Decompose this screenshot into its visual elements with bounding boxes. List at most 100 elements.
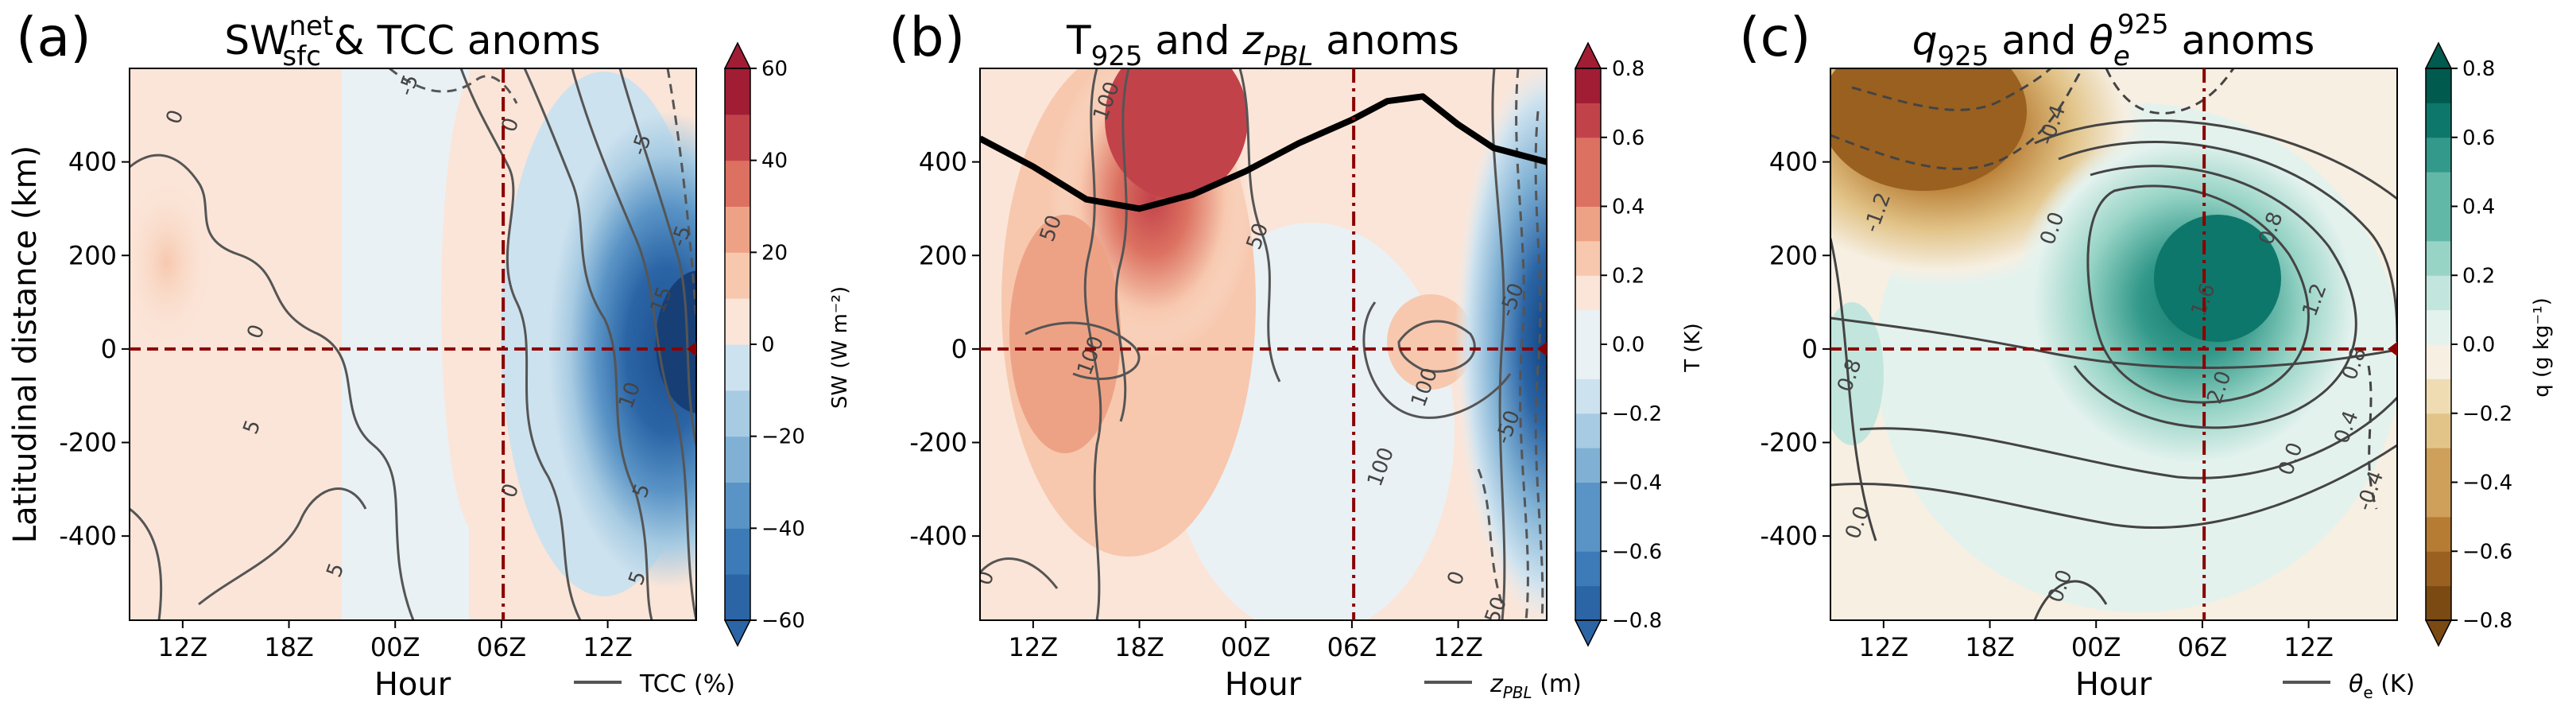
- panel-a-contour: [389, 68, 518, 104]
- colorbar-segment: [725, 574, 750, 621]
- panel-a-title-sub: sfc: [282, 41, 320, 72]
- x-tick-label: 00Z: [2071, 632, 2121, 662]
- colorbar-segment: [2426, 103, 2451, 138]
- panel-b-contour: [980, 557, 1059, 589]
- panel-c-colorbar-label: q (g kg⁻¹): [2530, 297, 2554, 398]
- colorbar-tick-label: −0.4: [2462, 472, 2512, 495]
- colorbar-tick-label: −0.2: [1612, 402, 1662, 426]
- panel-b-legend: zPBL (m): [1424, 670, 1582, 702]
- colorbar-tick-label: 0.4: [2462, 196, 2495, 219]
- panel-b-legend-label: zPBL (m): [1489, 670, 1582, 702]
- colorbar-segment: [725, 298, 750, 345]
- panel-c-contour: [2033, 580, 2108, 620]
- colorbar-segment: [1575, 516, 1601, 552]
- colorbar-extend-min: [1574, 619, 1602, 647]
- colorbar-segment: [1575, 137, 1601, 173]
- panel-b-contour: [1362, 301, 1512, 419]
- panel-a-contour: [459, 68, 582, 620]
- colorbar-segment: [725, 206, 750, 253]
- colorbar-tick-label: −0.6: [1612, 540, 1662, 564]
- panel-c-legend-label: θe (K): [2349, 670, 2415, 702]
- panel-c-colorbar: 0.8 0.6 0.4 0.2 0.0 −0.2 −0.4 −0.6 −0.8: [2424, 41, 2512, 647]
- colorbar-segment: [2426, 378, 2451, 414]
- panel-b-contours: [980, 68, 1512, 620]
- colorbar-segment: [2426, 68, 2451, 103]
- panel-a-negative-contours: [389, 68, 696, 319]
- colorbar-tick-label: −40: [761, 517, 805, 541]
- panel-b-title-main: T: [1066, 17, 1091, 64]
- panel-b-title-rest: anoms: [1313, 17, 1459, 64]
- colorbar-tick-label: 40: [761, 149, 788, 173]
- colorbar-segment: [2426, 516, 2451, 552]
- panel-b-colorbar-label: T (K): [1681, 323, 1705, 372]
- x-tick-label: 12Z: [158, 632, 208, 662]
- panel-c-contour: [1830, 68, 2084, 170]
- colorbar-segment: [2426, 482, 2451, 518]
- panel-a-contour: [130, 153, 415, 620]
- panel-c-legend-sub: e: [2363, 683, 2373, 702]
- panel-a-contour: [618, 68, 696, 446]
- panel-a-contours: [130, 68, 696, 620]
- y-tick-label: 400: [1769, 147, 1818, 177]
- panel-c-moist-core: [2154, 215, 2281, 342]
- colorbar-segment: [2426, 137, 2451, 173]
- colorbar-segment: [725, 390, 750, 437]
- y-tick-label: -200: [909, 428, 967, 458]
- reference-marker: [687, 341, 696, 356]
- colorbar-segment: [2426, 344, 2451, 379]
- panel-b-legend-unit: (m): [1532, 670, 1582, 698]
- colorbar-segment: [1575, 551, 1601, 587]
- panel-b-pbl-mean-line: [980, 93, 1547, 212]
- panel-a-x-axis-label: Hour: [374, 666, 451, 703]
- colorbar-segment: [725, 482, 750, 529]
- y-tick-label: -400: [59, 521, 117, 551]
- panel-c-contour: [2034, 119, 2397, 200]
- panel-a-x-axis: 12Z 18Z 00Z 06Z 12Z: [158, 620, 633, 662]
- colorbar-tick-label: 0.0: [1612, 333, 1644, 357]
- panel-c-negative-contours: [1830, 68, 2378, 510]
- colorbar-tick-label: −0.2: [2462, 402, 2512, 426]
- panel-c-title-var2: θ: [2089, 17, 2113, 64]
- panel-c-legend-unit: (K): [2373, 670, 2415, 698]
- panel-b-legend-var: z: [1489, 670, 1504, 698]
- panel-a-colorbar-label: SW (W m⁻²): [828, 286, 852, 409]
- panel-a-contour: [130, 507, 163, 620]
- panel-a-title-main: SW: [224, 17, 289, 64]
- colorbar-segment: [1575, 103, 1601, 138]
- panel-a-contour: [571, 68, 696, 620]
- x-tick-label: 00Z: [370, 632, 420, 662]
- panel-b-warm-cell: [1387, 294, 1474, 390]
- colorbar-segment: [1575, 240, 1601, 276]
- panel-c-contour: [2105, 68, 2235, 115]
- panel-b-warm-patch: [1009, 215, 1121, 453]
- colorbar-tick-label: −0.8: [1612, 609, 1662, 633]
- x-tick-label: 12Z: [1433, 632, 1483, 662]
- panel-c-contour: [1830, 444, 2397, 529]
- panel-b-title-var: z: [1242, 17, 1265, 64]
- colorbar-tick-label: −20: [761, 425, 805, 449]
- colorbar-segment: [725, 528, 750, 575]
- panel-c-contour: [2058, 141, 2397, 343]
- colorbar-segment: [725, 160, 750, 207]
- colorbar-tick-label: 0.4: [1612, 196, 1644, 219]
- panel-a-warm-patch: [130, 175, 215, 350]
- colorbar-extend-min: [723, 619, 752, 647]
- colorbar-tick-label: 0.8: [2462, 57, 2495, 81]
- y-axis-label: Latitudinal distance (km): [7, 146, 44, 543]
- panel-a-colorbar: 60 40 20 0 −20 −40 −60: [723, 41, 805, 647]
- colorbar-segment: [1575, 206, 1601, 242]
- x-tick-label: 06Z: [1327, 632, 1377, 662]
- panel-a-title-sup: net: [289, 10, 334, 42]
- colorbar-tick-label: −60: [761, 609, 805, 633]
- panel-c-dry-core: [1830, 68, 2027, 191]
- panel-c-title-var: q: [1912, 17, 1938, 64]
- panel-b-title-var-sub: PBL: [1264, 41, 1314, 72]
- panel-b-x-axis: 12Z 18Z 00Z 06Z 12Z: [1009, 620, 1483, 662]
- x-tick-label: 12Z: [1009, 632, 1059, 662]
- reference-marker: [2388, 341, 2397, 356]
- colorbar-segment: [725, 436, 750, 483]
- colorbar-segment: [1575, 275, 1601, 311]
- panel-b-legend-sub: PBL: [1503, 683, 1532, 702]
